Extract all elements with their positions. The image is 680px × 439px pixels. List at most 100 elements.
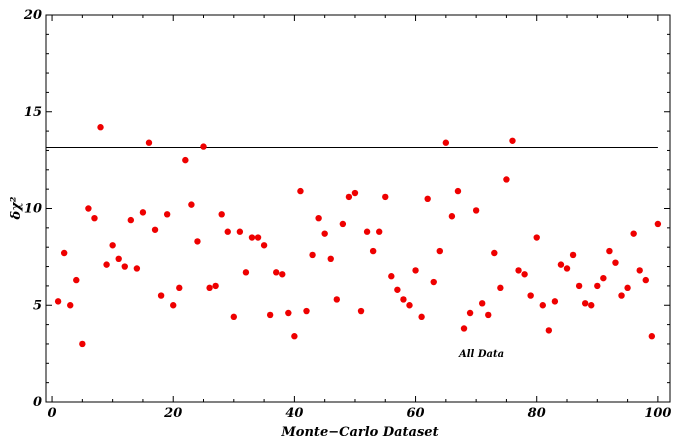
data-point xyxy=(515,267,522,274)
data-point xyxy=(339,220,347,228)
data-point xyxy=(333,296,340,303)
data-point xyxy=(200,143,207,150)
data-point xyxy=(79,340,86,348)
data-point xyxy=(418,313,425,321)
data-point xyxy=(648,333,656,340)
data-point xyxy=(315,214,322,222)
data-point xyxy=(527,292,534,299)
data-point xyxy=(91,214,98,222)
data-point xyxy=(581,300,589,307)
data-point xyxy=(194,238,201,245)
data-point xyxy=(297,187,304,195)
data-point xyxy=(569,251,577,259)
data-point xyxy=(127,216,135,224)
data-point xyxy=(309,251,316,259)
data-point xyxy=(460,325,468,332)
data-point xyxy=(291,333,298,340)
data-point xyxy=(382,193,389,201)
data-point xyxy=(103,261,110,268)
data-point xyxy=(472,207,480,214)
data-point xyxy=(442,139,450,146)
data-point xyxy=(600,274,607,282)
data-point xyxy=(539,302,546,309)
data-point xyxy=(176,284,183,292)
data-point xyxy=(588,302,595,309)
x-axis-title: Monte−Carlo Dataset xyxy=(280,425,438,439)
data-point xyxy=(491,249,498,257)
data-point xyxy=(618,292,625,299)
data-point xyxy=(388,273,395,280)
data-point xyxy=(636,267,643,274)
y-tick-label: 20 xyxy=(23,8,42,23)
data-point xyxy=(630,230,637,237)
data-point xyxy=(406,302,413,309)
data-point xyxy=(260,242,268,249)
data-point xyxy=(612,259,619,266)
data-point xyxy=(606,247,613,255)
data-point xyxy=(594,282,601,290)
y-tick-label: 10 xyxy=(24,202,42,217)
data-point xyxy=(624,284,631,292)
data-point xyxy=(321,230,328,237)
data-point xyxy=(545,327,553,334)
data-point xyxy=(345,193,353,201)
data-point xyxy=(145,139,153,146)
data-point xyxy=(466,309,474,317)
annotation-all-data: All Data xyxy=(458,349,504,360)
data-point xyxy=(266,311,274,319)
data-point xyxy=(478,300,486,307)
data-point xyxy=(182,156,189,164)
data-point xyxy=(73,276,80,284)
data-point xyxy=(121,263,128,270)
axis-ticks: 0 20 40 60 80 100 0 5 10 15 20 xyxy=(23,8,672,421)
data-point xyxy=(357,307,365,315)
y-tick-label: 5 xyxy=(33,298,42,313)
data-point xyxy=(188,201,195,208)
x-tick-label: 20 xyxy=(163,406,182,421)
data-point xyxy=(327,255,334,263)
data-point xyxy=(67,302,74,309)
data-point xyxy=(497,284,504,292)
data-point xyxy=(400,296,407,303)
x-tick-label: 100 xyxy=(644,406,671,421)
data-point xyxy=(551,298,559,305)
data-point xyxy=(363,228,371,235)
data-point xyxy=(115,255,122,263)
y-tick-label: 0 xyxy=(33,395,42,410)
data-point xyxy=(303,307,310,315)
data-point xyxy=(60,249,68,257)
x-tick-label: 0 xyxy=(48,406,57,421)
data-point xyxy=(139,209,147,216)
data-point xyxy=(224,228,231,235)
data-point xyxy=(521,271,528,278)
data-point xyxy=(133,265,141,272)
y-tick-label: 15 xyxy=(24,105,42,120)
data-point xyxy=(54,298,62,305)
data-point xyxy=(279,271,286,278)
data-point xyxy=(575,282,583,290)
data-point xyxy=(248,234,256,241)
data-point xyxy=(351,189,359,197)
data-point xyxy=(170,302,177,309)
data-point xyxy=(394,286,401,293)
data-point xyxy=(509,137,516,144)
data-point xyxy=(654,220,662,228)
data-point xyxy=(85,205,92,212)
data-point xyxy=(454,187,462,195)
data-point xyxy=(236,228,244,235)
data-point xyxy=(109,242,116,249)
data-point xyxy=(273,269,280,276)
data-point xyxy=(151,226,159,233)
data-point xyxy=(218,211,225,218)
data-point xyxy=(376,228,383,235)
plot-frame xyxy=(45,14,671,403)
data-point xyxy=(97,124,104,131)
data-point xyxy=(285,309,292,317)
data-point xyxy=(485,311,492,319)
data-point xyxy=(424,195,431,203)
data-point xyxy=(163,211,171,218)
data-point xyxy=(503,176,510,183)
data-point xyxy=(412,267,419,274)
plot-area xyxy=(45,14,671,403)
